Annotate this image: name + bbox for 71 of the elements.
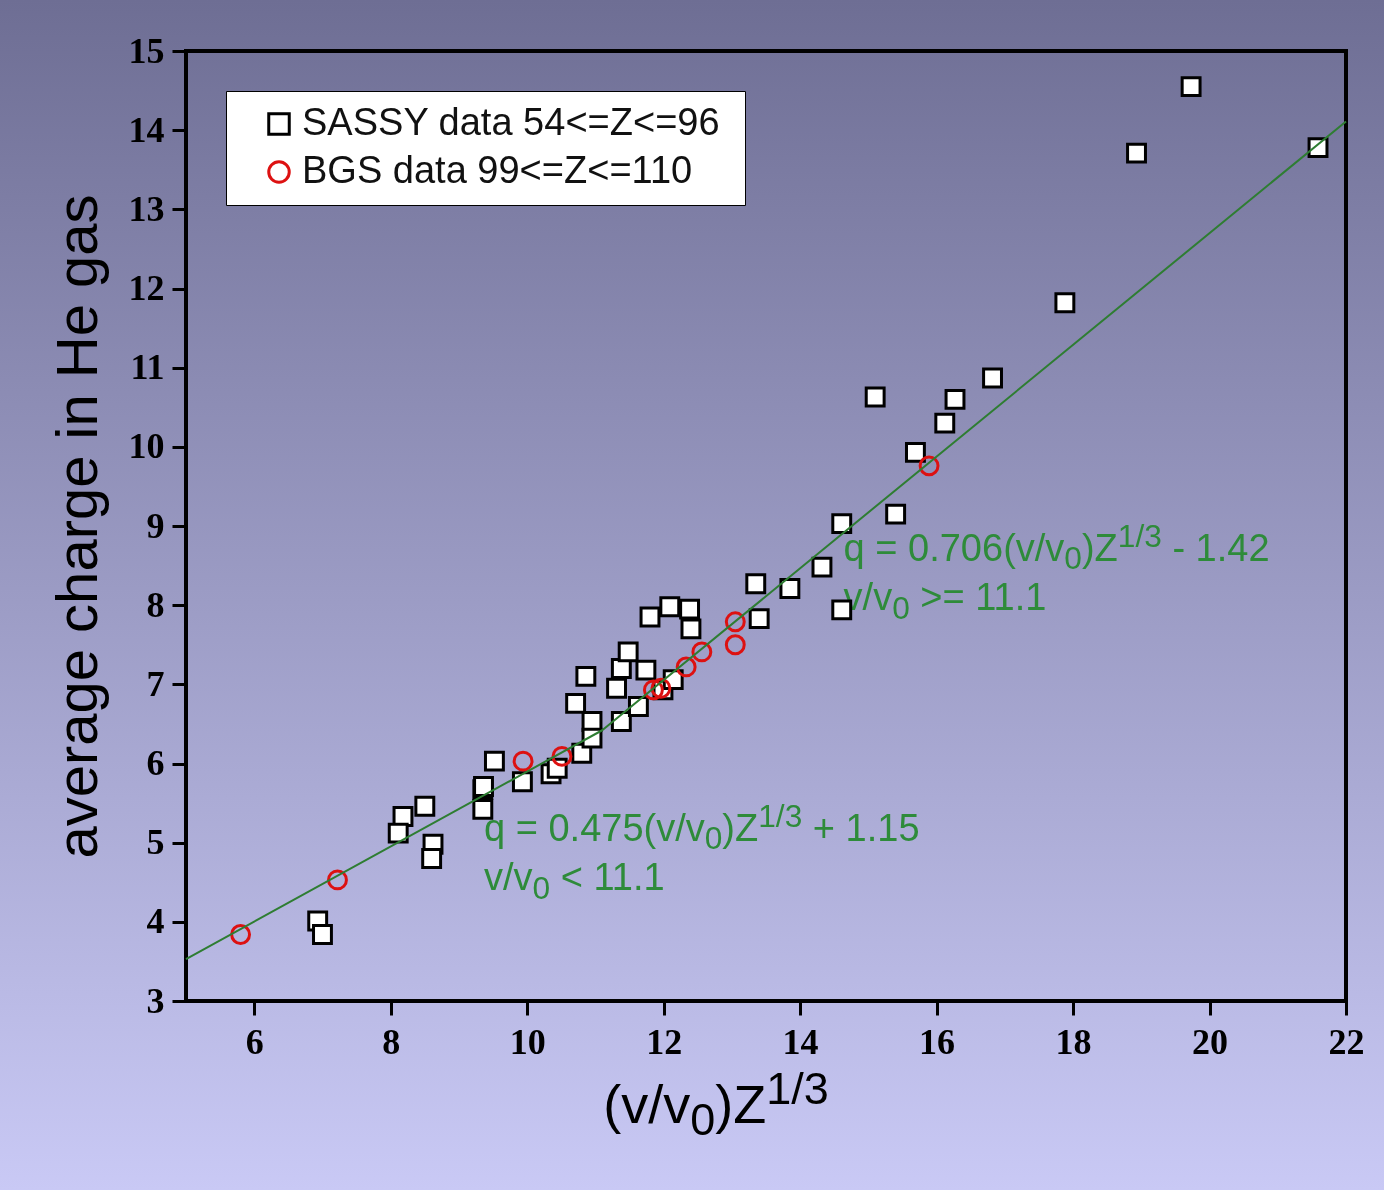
point bbox=[610, 658, 632, 679]
point bbox=[680, 618, 702, 640]
point bbox=[918, 455, 940, 477]
annotation: q = 0.706(v/v$_{0}$)Z$^{1/3}$ - 1.42 bbox=[843, 517, 1270, 576]
y-tick-label: 12 bbox=[128, 268, 165, 308]
point bbox=[387, 822, 409, 844]
point bbox=[512, 750, 534, 772]
point bbox=[745, 573, 767, 595]
point bbox=[617, 641, 639, 663]
point bbox=[1126, 142, 1147, 164]
legend-label: BGS data 99<=Z<=110 bbox=[302, 149, 693, 191]
x-tick-label: 18 bbox=[1055, 1021, 1092, 1062]
point bbox=[691, 641, 713, 663]
point bbox=[511, 771, 533, 793]
x-tick-label: 10 bbox=[509, 1021, 546, 1062]
point bbox=[885, 503, 907, 525]
point bbox=[473, 776, 494, 797]
y-tick-label: 10 bbox=[128, 426, 165, 467]
point bbox=[606, 677, 628, 699]
x-tick-label: 14 bbox=[782, 1021, 819, 1062]
point bbox=[312, 924, 333, 945]
x-axis-title: (v/v$_{0}$)Z$^{1/3}$ bbox=[603, 1063, 829, 1146]
point bbox=[982, 367, 1003, 389]
y-tick-label: 15 bbox=[128, 30, 165, 71]
x-tick-label: 22 bbox=[1328, 1021, 1365, 1062]
point bbox=[904, 441, 926, 463]
point bbox=[1054, 292, 1076, 314]
point bbox=[779, 578, 801, 599]
legend-label: SASSY data 54<=Z<=96 bbox=[302, 101, 720, 143]
y-tick-label: 4 bbox=[146, 901, 165, 942]
point bbox=[421, 848, 443, 869]
point bbox=[944, 388, 966, 410]
point bbox=[327, 869, 348, 891]
y-tick-label: 7 bbox=[146, 663, 165, 704]
x-tick-label: 6 bbox=[245, 1021, 264, 1062]
point bbox=[472, 798, 494, 820]
y-axis-title: average charge in He gas bbox=[43, 194, 109, 859]
point bbox=[1180, 76, 1202, 98]
y-tick-label: 9 bbox=[146, 505, 165, 546]
point bbox=[831, 513, 853, 535]
point bbox=[483, 750, 505, 772]
point bbox=[675, 656, 697, 678]
point bbox=[642, 679, 664, 701]
point bbox=[811, 556, 833, 578]
annotation: q = 0.475(v/v$_{0}$)Z$^{1/3}$ + 1.15 bbox=[484, 798, 920, 857]
point bbox=[635, 659, 657, 681]
point bbox=[659, 596, 681, 618]
point bbox=[230, 924, 252, 945]
point bbox=[724, 611, 746, 633]
y-tick-label: 8 bbox=[146, 584, 165, 625]
point bbox=[864, 386, 886, 408]
y-tick-label: 11 bbox=[130, 347, 165, 388]
point bbox=[639, 606, 661, 628]
y-tick-label: 13 bbox=[128, 188, 165, 229]
point bbox=[575, 665, 597, 687]
y-tick-label: 14 bbox=[128, 109, 165, 150]
x-tick-label: 16 bbox=[919, 1021, 956, 1062]
y-tick-label: 6 bbox=[146, 743, 165, 783]
point bbox=[724, 634, 746, 656]
point bbox=[565, 692, 587, 714]
point bbox=[934, 412, 956, 434]
x-tick-label: 20 bbox=[1192, 1021, 1229, 1062]
point bbox=[679, 598, 701, 620]
y-tick-label: 3 bbox=[146, 980, 165, 1021]
x-tick-label: 12 bbox=[646, 1021, 683, 1062]
point bbox=[748, 608, 770, 630]
y-tick-label: 5 bbox=[146, 822, 165, 863]
annotation: v/v$_{0}$ < 11.1 bbox=[484, 856, 665, 906]
x-tick-label: 8 bbox=[382, 1021, 401, 1062]
point bbox=[551, 745, 573, 767]
point bbox=[414, 795, 436, 817]
